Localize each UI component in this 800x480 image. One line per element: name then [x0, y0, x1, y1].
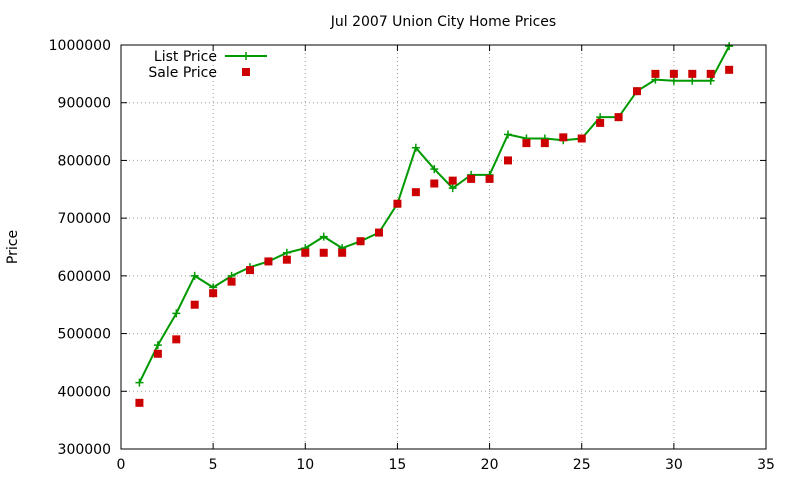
list-price-point	[688, 76, 697, 85]
sale-price-point	[651, 69, 660, 78]
sale-price-point	[577, 134, 586, 143]
y-tick-label: 600000	[58, 269, 111, 285]
y-tick-label: 500000	[58, 327, 111, 343]
list-price-point	[669, 76, 678, 85]
sale-price-point	[485, 174, 494, 183]
sale-price-point	[614, 113, 623, 122]
chart-title: Jul 2007 Union City Home Prices	[330, 14, 556, 30]
sale-price-point	[356, 237, 365, 246]
sale-price-point	[540, 139, 549, 148]
y-axis-label: Price	[5, 230, 21, 264]
legend-marker	[242, 68, 250, 76]
sale-price-point	[172, 335, 181, 344]
series-list-price	[135, 42, 734, 387]
y-tick-label: 900000	[58, 96, 111, 112]
list-price-point	[282, 248, 291, 257]
list-price-point	[411, 143, 420, 152]
series-sale-price	[135, 65, 734, 407]
list-price-point	[448, 184, 457, 193]
sale-price-point	[338, 248, 347, 257]
list-price-point	[319, 232, 328, 241]
sale-price-point	[669, 69, 678, 78]
sale-price-point	[522, 139, 531, 148]
sale-price-point	[706, 69, 715, 78]
list-price-point	[706, 76, 715, 85]
sale-price-point	[246, 266, 254, 275]
list-price-point	[504, 130, 512, 139]
sale-price-point	[448, 176, 457, 185]
sale-price-point	[725, 65, 734, 74]
sale-price-point	[209, 289, 218, 298]
sale-price-point	[504, 156, 512, 165]
sale-price-point	[430, 179, 439, 188]
list-price-point	[172, 309, 181, 318]
x-tick-label: 20	[481, 457, 499, 473]
sale-price-point	[393, 199, 402, 208]
x-tick-label: 0	[117, 457, 126, 473]
x-tick-label: 35	[757, 457, 775, 473]
sale-price-point	[467, 174, 476, 183]
series	[135, 42, 734, 407]
sale-price-point	[633, 87, 641, 96]
y-tick-label: 400000	[58, 384, 111, 400]
sale-price-point	[282, 255, 291, 264]
x-tick-label: 30	[665, 457, 683, 473]
y-tick-label: 1000000	[49, 38, 111, 54]
sale-price-point	[135, 398, 144, 407]
sale-price-point	[264, 257, 273, 266]
sale-price-point	[190, 300, 199, 309]
sale-price-point	[227, 277, 236, 286]
list-price-point	[190, 271, 199, 280]
axis-ticks: 0 5 10 15 20 25 30 35 300000 400000 500000 600000 70…	[49, 38, 775, 473]
x-tick-label: 5	[209, 457, 218, 473]
sale-price-point	[559, 133, 568, 142]
legend-marker	[242, 52, 250, 60]
x-tick-label: 25	[573, 457, 591, 473]
legend-label: Sale Price	[148, 65, 217, 81]
grid	[121, 45, 766, 449]
list-price-point	[725, 42, 734, 51]
x-tick-label: 15	[389, 457, 407, 473]
x-tick-label: 10	[296, 457, 314, 473]
sale-price-point	[301, 248, 310, 257]
y-tick-label: 800000	[58, 153, 111, 169]
list-price-point	[430, 165, 439, 174]
y-tick-label: 700000	[58, 211, 111, 227]
legend-label: List Price	[154, 49, 217, 65]
sale-price-point	[688, 69, 697, 78]
sale-price-point	[411, 188, 420, 197]
list-price-point	[153, 341, 162, 350]
sale-price-point	[375, 228, 383, 237]
sale-price-point	[596, 118, 605, 127]
list-price-point	[135, 378, 144, 387]
sale-price-point	[319, 248, 328, 257]
plot-frame	[120, 44, 767, 450]
list-price-line	[138, 45, 731, 384]
y-tick-label: 300000	[58, 442, 111, 458]
sale-price-point	[153, 349, 162, 358]
